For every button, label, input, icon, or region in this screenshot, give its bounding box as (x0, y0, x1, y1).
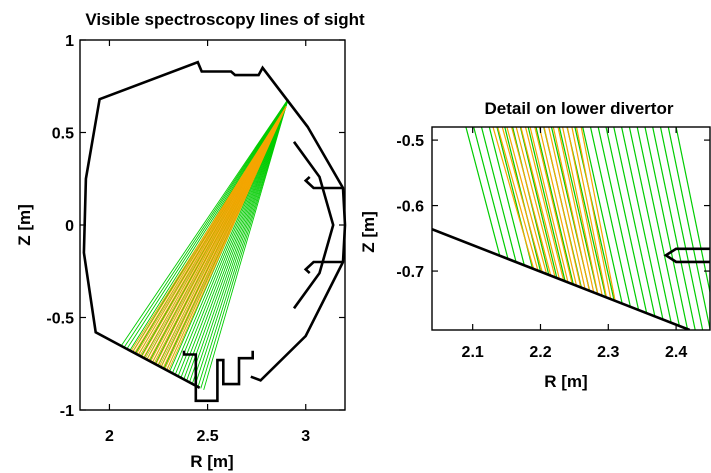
orange-line-of-sight (566, 127, 603, 296)
orange-line-of-sight (552, 127, 590, 291)
right-ticks: 2.1 2.2 2.3 2.4 -0.5 -0.6 -0.7 (396, 127, 710, 361)
orange-line-of-sight (571, 127, 608, 298)
green-line-of-sight (667, 127, 710, 330)
outboard-port-upper (303, 175, 343, 190)
left-chart-title: Visible spectroscopy lines of sight (85, 10, 365, 29)
orange-line-of-sight (492, 127, 535, 270)
green-line-of-sight (628, 127, 672, 323)
green-line-of-sight (177, 99, 289, 377)
divertor-notch (663, 247, 710, 264)
green-line-of-sight (129, 98, 289, 351)
green-line-of-sight (473, 127, 509, 260)
green-line-of-sight (519, 127, 558, 279)
right-panel: Detail on lower divertor 2.1 2.2 2.3 2.4 -0.… (359, 99, 711, 391)
orange-line-of-sight (515, 127, 556, 278)
green-line-of-sight (488, 127, 525, 266)
green-line-of-sight (194, 99, 289, 386)
orange-line-of-sight (543, 127, 582, 288)
orange-line-of-sight (520, 127, 560, 280)
green-line-of-sight (197, 99, 289, 388)
orange-line-of-sight (501, 127, 543, 273)
orange-line-of-sight (575, 127, 612, 300)
outboard-port-lower (303, 260, 343, 275)
green-line-of-sight (636, 127, 680, 327)
left-xlabel: R [m] (190, 452, 233, 471)
green-line-of-sight (527, 127, 566, 282)
green-line-of-sight (465, 127, 501, 256)
x-tick-label: 2 (105, 428, 114, 445)
x-tick-label: 2.2 (529, 344, 551, 361)
divertor-wall (432, 227, 691, 330)
green-line-of-sight (200, 99, 289, 389)
x-tick-label: 2.3 (597, 344, 619, 361)
green-line-of-sight (659, 127, 704, 330)
green-line-of-sight (621, 127, 664, 320)
green-line-of-sight (126, 98, 289, 350)
green-line-of-sight (582, 127, 623, 304)
right-ylabel: Z [m] (359, 211, 378, 253)
left-lines-of-sight (120, 98, 289, 391)
green-line-of-sight (644, 127, 689, 330)
orange-line-of-sight (506, 127, 548, 275)
orange-line-of-sight (529, 127, 569, 283)
x-tick-label: 2.1 (462, 344, 484, 361)
green-line-of-sight (191, 99, 289, 384)
x-tick-label: 2.5 (196, 428, 218, 445)
green-line-of-sight (589, 127, 631, 307)
green-line-of-sight (652, 127, 696, 330)
orange-line-of-sight (534, 127, 573, 285)
inner-wall-outline (292, 141, 335, 310)
left-vessel-wall (82, 60, 347, 403)
green-line-of-sight (186, 99, 289, 381)
green-line-of-sight (605, 127, 648, 314)
green-line-of-sight (120, 98, 289, 347)
left-panel: Visible spectroscopy lines of sight 2 2.5… (15, 10, 365, 471)
y-tick-label: -0.7 (396, 264, 424, 281)
right-lines-of-sight (465, 127, 710, 330)
lower-divertor-structure (182, 350, 254, 403)
green-line-of-sight (189, 99, 289, 383)
y-tick-label: 0.5 (52, 126, 74, 143)
orange-line-of-sight (524, 127, 565, 281)
green-line-of-sight (180, 99, 289, 378)
green-line-of-sight (613, 127, 656, 317)
orange-line-of-sight (167, 106, 287, 372)
green-line-of-sight (574, 127, 615, 301)
right-axes-box (431, 126, 711, 331)
green-line-of-sight (480, 127, 517, 263)
green-line-of-sight (558, 127, 599, 295)
x-tick-label: 3 (301, 428, 310, 445)
right-chart-title: Detail on lower divertor (485, 99, 674, 118)
orange-line-of-sight (562, 127, 599, 295)
orange-line-of-sight (580, 127, 616, 301)
right-vessel-wall (432, 227, 710, 330)
left-ticks: 2 2.5 3 1 0.5 0 -0.5 -1 (46, 33, 345, 445)
x-tick-label: 2.4 (665, 344, 687, 361)
green-line-of-sight (183, 99, 289, 380)
y-tick-label: -1 (60, 403, 74, 420)
green-line-of-sight (123, 98, 289, 348)
y-tick-label: -0.6 (396, 199, 424, 216)
green-line-of-sight (597, 127, 640, 311)
orange-line-of-sight (511, 127, 552, 276)
right-xlabel: R [m] (544, 372, 587, 391)
green-line-of-sight (535, 127, 574, 285)
orange-line-of-sight (557, 127, 595, 293)
orange-line-of-sight (538, 127, 578, 286)
y-tick-label: -0.5 (46, 311, 74, 328)
green-line-of-sight (203, 99, 289, 391)
vessel-wall-outline (82, 60, 347, 389)
y-tick-label: 1 (65, 33, 74, 50)
orange-line-of-sight (548, 127, 586, 290)
orange-line-of-sight (497, 127, 539, 271)
y-tick-label: 0 (65, 218, 74, 235)
left-ylabel: Z [m] (15, 204, 34, 246)
y-tick-label: -0.5 (396, 133, 424, 150)
green-line-of-sight (675, 127, 710, 296)
